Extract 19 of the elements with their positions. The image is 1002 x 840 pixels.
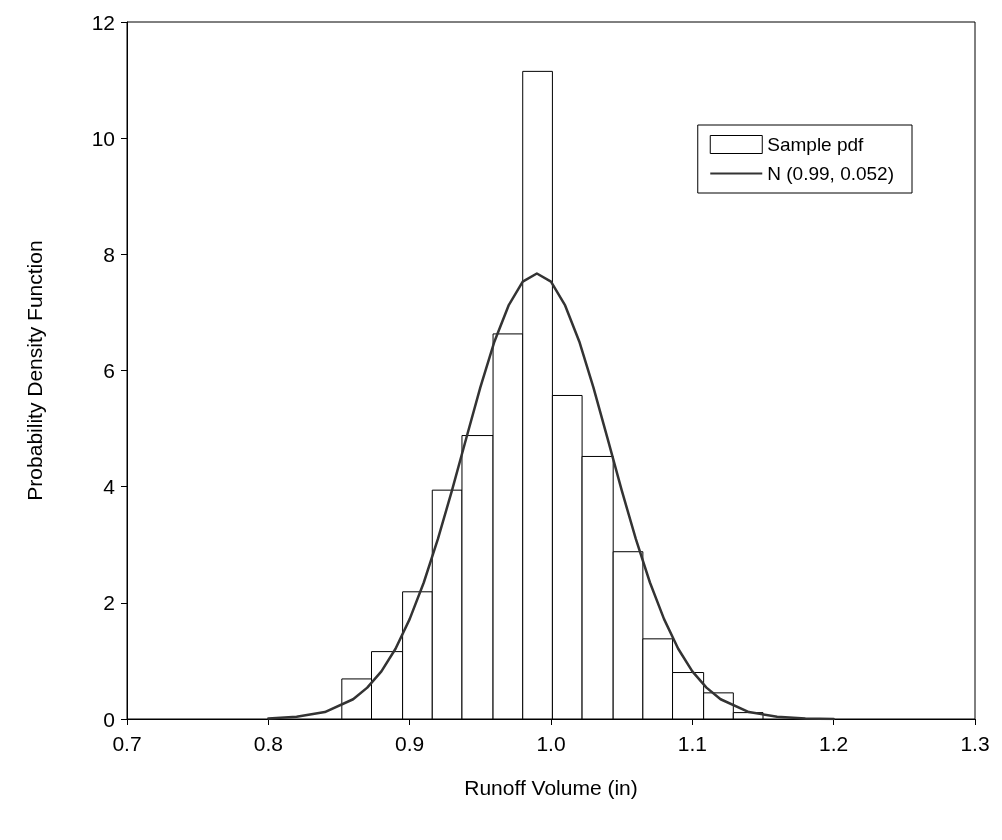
y-tick-label: 8	[103, 242, 115, 266]
y-tick-label: 2	[103, 591, 115, 615]
y-tick-label: 12	[91, 10, 115, 34]
x-tick-label: 1.1	[677, 732, 707, 755]
x-tick-label: 1.3	[960, 732, 990, 755]
y-tick-label: 6	[103, 359, 115, 382]
y-axis-title: Probability Density Function	[23, 240, 46, 501]
x-tick-label: 0.8	[253, 732, 283, 755]
x-tick-label: 0.7	[112, 732, 142, 755]
line-series	[267, 272, 835, 721]
legend-label: Sample pdf	[767, 134, 865, 155]
legend-label: N (0.99, 0.052)	[767, 163, 895, 184]
y-tick-label: 10	[91, 126, 115, 150]
y-tick-label: 0	[103, 707, 115, 731]
y-tick-label: 4	[103, 475, 116, 499]
x-tick-label: 0.9	[395, 732, 425, 755]
x-axis-title: Runoff Volume (in)	[464, 776, 638, 799]
x-tick-label: 1.2	[819, 732, 849, 755]
x-tick-label: 1.0	[536, 732, 566, 755]
